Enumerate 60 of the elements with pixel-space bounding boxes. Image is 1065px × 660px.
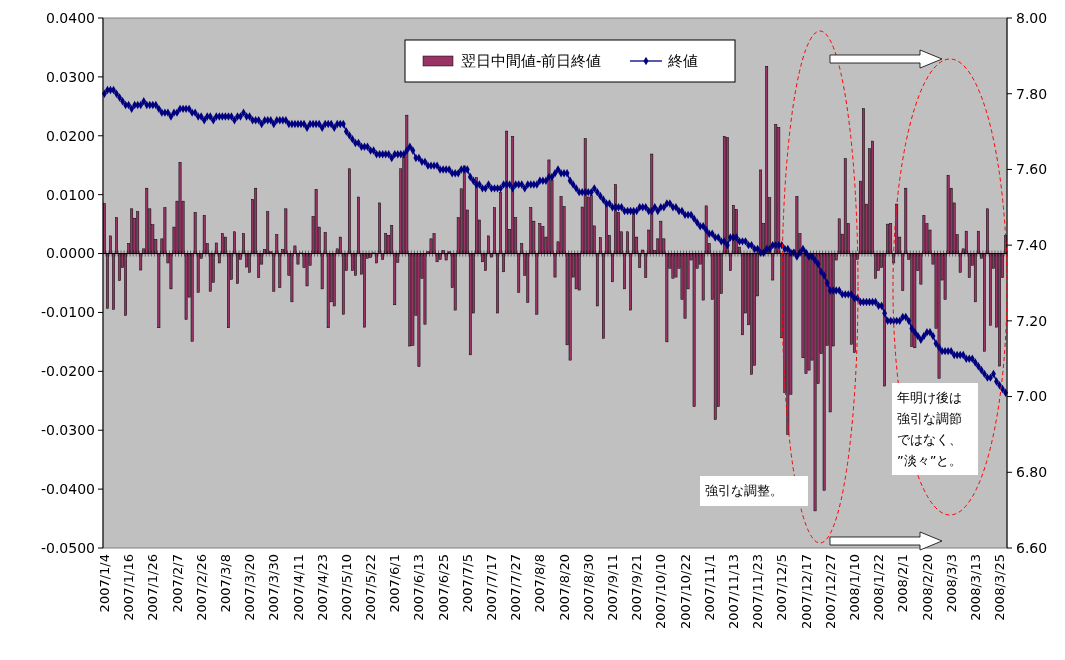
x-tick-label: 2007/5/22 bbox=[363, 554, 379, 621]
y2-tick-label: 7.20 bbox=[1016, 312, 1048, 329]
x-tick-label: 2008/3/3 bbox=[943, 554, 959, 613]
x-tick-label: 2007/3/20 bbox=[242, 554, 258, 621]
y2-tick-label: 7.00 bbox=[1016, 388, 1048, 405]
x-tick-label: 2007/11/23 bbox=[750, 554, 766, 629]
y-tick-label: 0.0300 bbox=[46, 68, 95, 85]
x-tick-label: 2007/3/8 bbox=[217, 554, 233, 613]
x-tick-label: 2007/4/23 bbox=[314, 554, 330, 621]
x-tick-label: 2007/10/22 bbox=[677, 554, 693, 629]
x-tick-label: 2007/8/30 bbox=[580, 554, 596, 621]
x-tick-label: 2007/12/27 bbox=[822, 554, 838, 629]
annotation: 強引な調整。 bbox=[705, 483, 783, 498]
x-tick-label: 2007/1/16 bbox=[121, 554, 137, 621]
x-tick-label: 2007/1/26 bbox=[145, 554, 161, 621]
y-tick-label: 0.0100 bbox=[46, 186, 95, 203]
y-tick-label: -0.0500 bbox=[40, 539, 95, 556]
x-tick-label: 2007/7/17 bbox=[484, 554, 500, 621]
x-tick-label: 2007/6/25 bbox=[435, 554, 451, 621]
y2-tick-label: 7.60 bbox=[1016, 161, 1048, 178]
y-tick-label: 0.0400 bbox=[46, 9, 95, 26]
y2-tick-label: 6.60 bbox=[1016, 539, 1048, 556]
y-tick-label: -0.0300 bbox=[40, 422, 95, 439]
y-tick-label: 0.0000 bbox=[46, 245, 95, 262]
x-tick-label: 2007/3/30 bbox=[266, 554, 282, 621]
legend-label: 終値 bbox=[667, 52, 698, 71]
x-tick-label: 2007/8/8 bbox=[532, 554, 548, 613]
x-tick-label: 2007/12/5 bbox=[774, 554, 790, 621]
x-tick-label: 2008/3/25 bbox=[992, 554, 1008, 621]
x-tick-label: 2007/11/1 bbox=[701, 554, 717, 621]
x-tick-label: 2007/6/13 bbox=[411, 554, 427, 621]
x-tick-label: 2007/11/13 bbox=[725, 554, 741, 629]
x-tick-label: 2008/1/22 bbox=[871, 554, 887, 621]
annotation: 年明け後は強引な調節ではなく、”淡々”と。 bbox=[897, 390, 963, 468]
x-tick-label: 2007/10/10 bbox=[653, 554, 669, 629]
x-tick-label: 2007/12/17 bbox=[798, 554, 814, 629]
x-tick-label: 2008/1/10 bbox=[846, 554, 862, 621]
y2-tick-label: 8.00 bbox=[1016, 9, 1048, 26]
y2-tick-label: 7.80 bbox=[1016, 85, 1048, 102]
x-tick-label: 2007/1/4 bbox=[96, 554, 112, 613]
legend-label: 翌日中間値-前日終値 bbox=[461, 52, 602, 71]
x-tick-label: 2008/2/1 bbox=[895, 554, 911, 613]
x-tick-label: 2007/9/11 bbox=[605, 554, 620, 621]
y2-tick-label: 6.80 bbox=[1016, 464, 1048, 481]
x-tick-label: 2007/7/5 bbox=[459, 554, 475, 613]
y2-tick-label: 7.40 bbox=[1016, 237, 1048, 254]
x-tick-label: 2007/2/7 bbox=[169, 554, 185, 613]
x-tick-label: 2007/9/21 bbox=[629, 554, 645, 621]
y-tick-label: -0.0100 bbox=[40, 304, 95, 321]
y-tick-label: 0.0200 bbox=[46, 127, 95, 144]
x-tick-label: 2007/8/20 bbox=[556, 554, 572, 621]
x-tick-label: 2007/7/27 bbox=[508, 554, 524, 621]
x-tick-label: 2007/5/10 bbox=[338, 554, 354, 621]
x-tick-label: 2008/2/20 bbox=[919, 554, 935, 621]
x-tick-label: 2008/3/13 bbox=[967, 554, 983, 621]
x-tick-label: 2007/2/26 bbox=[193, 554, 209, 621]
x-tick-label: 2007/4/11 bbox=[290, 554, 306, 621]
y-tick-label: -0.0400 bbox=[40, 481, 95, 498]
x-tick-label: 2007/6/1 bbox=[387, 554, 403, 613]
y-tick-label: -0.0200 bbox=[40, 363, 95, 380]
